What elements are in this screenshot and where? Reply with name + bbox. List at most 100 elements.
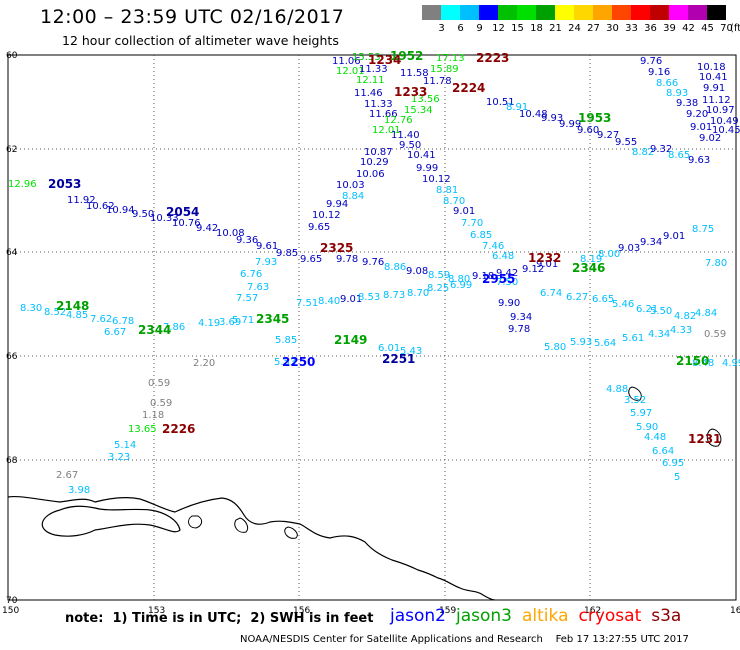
satellite-cryosat: cryosat: [578, 606, 642, 626]
wave-height-value: 13.65: [128, 424, 157, 435]
wave-height-value: 6.65: [592, 294, 614, 305]
pass-time-label: 2344: [138, 323, 171, 337]
legend-swatch: [441, 5, 460, 20]
legend-tick-label: 15: [511, 23, 524, 34]
wave-height-value: 3.23: [108, 452, 130, 463]
wave-height-value: 8.75: [692, 224, 714, 235]
wave-height-value: 10.48: [519, 109, 548, 120]
wave-height-value: 9.32: [650, 144, 672, 155]
wave-height-value: 10.62: [86, 201, 115, 212]
wave-height-value: 8.65: [668, 150, 690, 161]
wave-height-value: 11.40: [391, 130, 420, 141]
wave-height-value: 6.67: [104, 327, 126, 338]
legend-tick-label: 70: [720, 23, 733, 34]
wave-height-value: 8.82: [632, 147, 654, 158]
lon-label: 159: [439, 606, 456, 616]
wave-height-value: 8.48: [692, 358, 714, 369]
pass-time-label: 1233: [394, 85, 427, 99]
pass-time-label: 1234: [368, 53, 401, 67]
wave-height-value: 9.76: [640, 56, 662, 67]
pass-time-label: 1232: [528, 251, 561, 265]
wave-height-value: 10.33: [150, 213, 179, 224]
wave-height-value: 9.90: [498, 298, 520, 309]
wave-height-value: 10.49: [710, 116, 739, 127]
wave-height-value: 9.16: [648, 67, 670, 78]
wave-height-value: 8.81: [436, 185, 458, 196]
legend-tick-label: 9: [476, 23, 483, 34]
map-gridlines: [8, 55, 736, 600]
wave-height-value: 10.76: [172, 218, 201, 229]
wave-height-value: 6.21: [636, 304, 658, 315]
wave-height-value: 6.74: [540, 288, 562, 299]
wave-height-value: 4.99: [722, 358, 740, 369]
wave-height-value: 9.94: [326, 199, 348, 210]
wave-height-value: 9.60: [577, 125, 599, 136]
wave-height-value: 9.01: [663, 231, 685, 242]
legend-swatch: [612, 5, 631, 20]
pass-time-label: 2325: [320, 241, 353, 255]
wave-height-value: 10.03: [336, 180, 365, 191]
wave-height-value: 9.42: [196, 223, 218, 234]
satellite-jason3: jason3: [456, 606, 512, 626]
wave-height-value: 9.20: [686, 109, 708, 120]
wave-height-value: 4.48: [644, 432, 666, 443]
wave-height-value: 9.65: [308, 222, 330, 233]
footer-note: note: 1) Time is in UTC; 2) SWH is in fe…: [65, 611, 374, 626]
wave-height-value: 5.14: [114, 440, 136, 451]
wave-height-value: 6.27: [566, 292, 588, 303]
wave-height-value: 9.63: [688, 155, 710, 166]
legend-swatch: [669, 5, 688, 20]
wave-height-value: 8.84: [342, 191, 364, 202]
island-shape-3: [234, 517, 249, 533]
wave-height-value: 12.01: [372, 125, 401, 136]
wave-height-value: 6.78: [112, 316, 134, 327]
satellite-jason2: jason2: [390, 606, 446, 626]
wave-height-value: 11.66: [369, 109, 398, 120]
lon-label: 156: [293, 606, 310, 616]
wave-height-value: 3.69: [219, 317, 241, 328]
wave-height-value: 9.34: [640, 237, 662, 248]
wave-height-value: 4.82: [674, 311, 696, 322]
legend-tick-label: 12: [492, 23, 505, 34]
legend-swatch: [517, 5, 536, 20]
map-axis-labels: 150 153 156 159 162 165 60 62 64 66 68 70: [2, 51, 740, 616]
wave-height-value: 9.03: [618, 243, 640, 254]
wave-height-value: 5.97: [630, 408, 652, 419]
legend-tick-label: 21: [549, 23, 562, 34]
wave-height-value: 9.76: [362, 257, 384, 268]
pass-time-label: 2148: [56, 299, 89, 313]
wave-height-value: 12.76: [384, 115, 413, 126]
wave-height-value: 4.84: [695, 308, 717, 319]
wave-height-value: 8.53: [358, 292, 380, 303]
wave-height-value: 15.89: [430, 64, 459, 75]
wave-height-value: 9.55: [615, 137, 637, 148]
legend-tick-label: (ft): [729, 23, 740, 34]
wave-height-value: 7.70: [461, 218, 483, 229]
wave-height-value: 2.20: [193, 358, 215, 369]
wave-height-value: 7.63: [247, 282, 269, 293]
pass-time-label: 2251: [382, 352, 415, 366]
wave-height-value: 5.90: [636, 422, 658, 433]
wave-height-value: 8.25: [427, 283, 449, 294]
pass-time-label: 1952: [390, 49, 423, 63]
wave-height-value: 8.73: [383, 290, 405, 301]
wave-height-value: 4.88: [606, 384, 628, 395]
pass-time-label: 2224: [452, 81, 485, 95]
wave-height-value: 9.65: [300, 254, 322, 265]
island-shape-5: [628, 386, 642, 401]
wave-height-value: 9.27: [597, 130, 619, 141]
wave-height-value: 0.59: [150, 398, 172, 409]
wave-height-value: 5.43: [400, 346, 422, 357]
wave-height-value: 9.01: [453, 206, 475, 217]
lon-label: 153: [148, 606, 165, 616]
wave-height-value: 8.40: [318, 296, 340, 307]
legend-swatch: [707, 5, 726, 20]
wave-height-value: 10.08: [216, 228, 245, 239]
wave-height-value: 15.34: [404, 105, 433, 116]
wave-height-value: 4.85: [66, 310, 88, 321]
legend-swatch: [460, 5, 479, 20]
legend-swatch: [650, 5, 669, 20]
wave-height-value: 12.96: [8, 179, 37, 190]
wave-height-value: 6.64: [652, 446, 674, 457]
